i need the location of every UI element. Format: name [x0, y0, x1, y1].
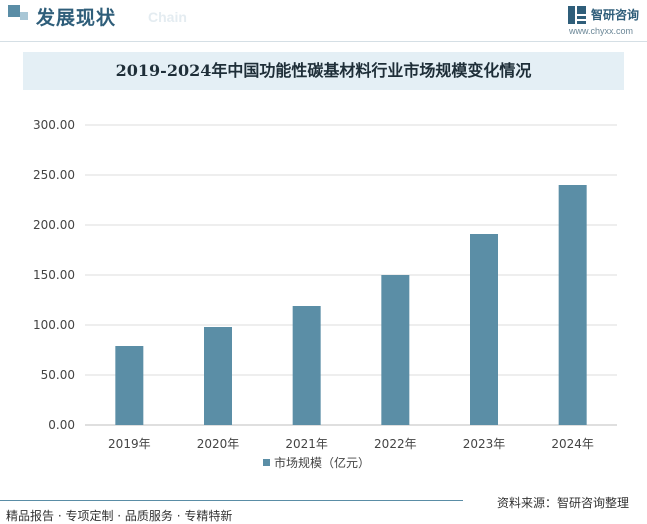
y-tick-label: 300.00: [33, 118, 75, 132]
y-tick-label: 250.00: [33, 168, 75, 182]
brand-url: www.chyxx.com: [569, 26, 634, 36]
y-tick-label: 50.00: [41, 368, 75, 382]
footer-tagline: 精品报告 · 专项定制 · 品质服务 · 专精特新: [6, 509, 233, 523]
section-title: 发展现状: [36, 7, 117, 29]
x-tick-label: 2024年: [551, 437, 594, 451]
header-accent-square-light: [20, 12, 28, 20]
footer-divider: [0, 500, 463, 501]
brand-name: 智研咨询: [591, 8, 640, 22]
header-divider: [0, 41, 647, 42]
bar: [115, 346, 144, 425]
x-tick-label: 2019年: [108, 437, 151, 451]
bar: [292, 306, 321, 425]
x-tick-label: 2020年: [197, 437, 240, 451]
y-tick-label: 100.00: [33, 318, 75, 332]
legend-swatch: [263, 459, 270, 466]
x-tick-label: 2023年: [463, 437, 506, 451]
bar: [470, 234, 498, 425]
x-tick-label: 2021年: [285, 437, 328, 451]
y-tick-label: 150.00: [33, 268, 75, 282]
y-tick-label: 200.00: [33, 218, 75, 232]
bar: [204, 327, 232, 425]
section-subtitle: Chain: [148, 9, 187, 25]
chart-title: 2019-2024年中国功能性碳基材料行业市场规模变化情况: [115, 61, 532, 80]
legend-label: 市场规模（亿元）: [274, 455, 370, 470]
x-tick-label: 2022年: [374, 437, 417, 451]
bar: [381, 275, 410, 425]
bar: [558, 185, 587, 425]
data-source: 资料来源：智研咨询整理: [497, 496, 630, 510]
y-tick-label: 0.00: [48, 418, 75, 432]
header-accent-square: [8, 5, 20, 17]
brand-mark-icon: [568, 6, 586, 24]
chart-title-band: 2019-2024年中国功能性碳基材料行业市场规模变化情况: [23, 52, 624, 90]
bar-chart: 0.00 50.00 100.00 150.00 200.00 250.00 300.00 2…: [33, 118, 617, 470]
page-header: 发展现状 Chain: [0, 0, 647, 40]
brand-logo: 智研咨询 www.chyxx.com: [567, 3, 643, 37]
